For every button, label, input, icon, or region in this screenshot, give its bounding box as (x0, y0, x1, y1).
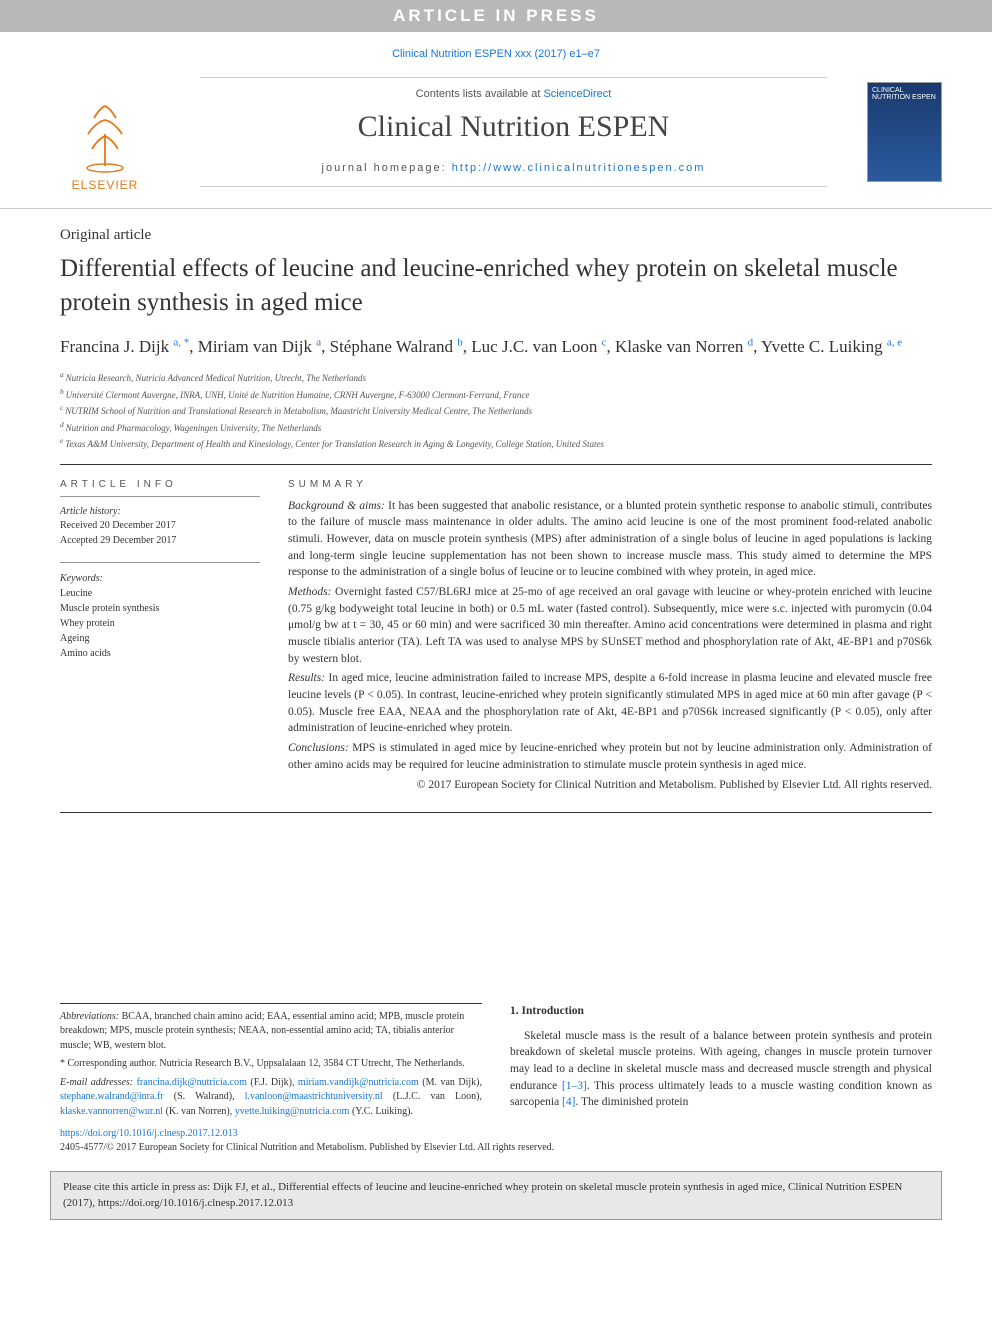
masthead-center: Contents lists available at ScienceDirec… (160, 77, 867, 187)
journal-homepage: journal homepage: http://www.clinicalnut… (200, 162, 827, 187)
received-date: Received 20 December 2017 (60, 519, 260, 534)
author: Miriam van Dijk a (198, 337, 321, 356)
email-link[interactable]: yvette.luiking@nutricia.com (235, 1106, 350, 1117)
authors-list: Francina J. Dijk a, *, Miriam van Dijk a… (60, 334, 932, 360)
homepage-label: journal homepage: (322, 162, 452, 174)
author-aff-sup: d (748, 336, 754, 348)
affiliation: d Nutrition and Pharmacology, Wageningen… (60, 419, 932, 436)
summary-paragraph: Conclusions: MPS is stimulated in aged m… (288, 740, 932, 773)
ref-link-1[interactable]: [1–3] (562, 1080, 587, 1092)
elsevier-text: ELSEVIER (72, 178, 139, 192)
introduction-heading: 1. Introduction (510, 1003, 932, 1020)
keywords-label: Keywords: (60, 571, 260, 586)
contents-available: Contents lists available at ScienceDirec… (200, 77, 827, 100)
sciencedirect-link[interactable]: ScienceDirect (543, 88, 611, 100)
affiliation: a Nutricia Research, Nutricia Advanced M… (60, 369, 932, 386)
author: Stéphane Walrand b (330, 337, 463, 356)
article-info-column: ARTICLE INFO Article history: Received 2… (60, 479, 260, 794)
author: Yvette C. Luiking a, e (761, 337, 902, 356)
keyword: Muscle protein synthesis (60, 601, 260, 616)
summary-heading: SUMMARY (288, 479, 932, 490)
author-aff-sup: a, * (173, 336, 189, 348)
homepage-link[interactable]: http://www.clinicalnutritionespen.com (452, 162, 706, 174)
author-aff-sup: a (316, 336, 321, 348)
accepted-date: Accepted 29 December 2017 (60, 534, 260, 549)
abbreviations: Abbreviations: BCAA, branched chain amin… (60, 1010, 482, 1054)
summary-paragraph: Methods: Overnight fasted C57/BL6RJ mice… (288, 584, 932, 667)
corresponding-author: * Corresponding author. Nutricia Researc… (60, 1057, 482, 1072)
keyword: Leucine (60, 586, 260, 601)
article-in-press-banner: ARTICLE IN PRESS (0, 0, 992, 32)
history-label: Article history: (60, 505, 260, 520)
ref-link-2[interactable]: [4] (562, 1096, 575, 1108)
email-link[interactable]: stephane.walrand@inra.fr (60, 1091, 164, 1102)
masthead: ELSEVIER Contents lists available at Sci… (0, 72, 992, 209)
doi-link[interactable]: https://doi.org/10.1016/j.clnesp.2017.12… (60, 1128, 238, 1139)
introduction-para: Skeletal muscle mass is the result of a … (510, 1028, 932, 1111)
author: Francina J. Dijk a, * (60, 337, 189, 356)
doi-block: https://doi.org/10.1016/j.clnesp.2017.12… (0, 1119, 992, 1161)
elsevier-tree-icon (70, 94, 140, 174)
citation-box: Please cite this article in press as: Di… (50, 1171, 942, 1220)
abbrev-label: Abbreviations: (60, 1011, 119, 1022)
email-link[interactable]: l.vanloon@maastrichtuniversity.nl (245, 1091, 383, 1102)
affiliation: c NUTRIM School of Nutrition and Transla… (60, 402, 932, 419)
keywords-list: LeucineMuscle protein synthesisWhey prot… (60, 586, 260, 661)
journal-cover-thumb[interactable]: CLINICAL NUTRITION ESPEN (867, 82, 942, 182)
keyword: Whey protein (60, 616, 260, 631)
affiliation: e Texas A&M University, Department of He… (60, 435, 932, 452)
email-link[interactable]: klaske.vannorren@wur.nl (60, 1106, 163, 1117)
email-link[interactable]: francina.dijk@nutricia.com (137, 1077, 247, 1088)
affiliations: a Nutricia Research, Nutricia Advanced M… (60, 369, 932, 465)
author: Klaske van Norren d (615, 337, 753, 356)
author-aff-sup: b (457, 336, 463, 348)
journal-reference: Clinical Nutrition ESPEN xxx (2017) e1–e… (0, 32, 992, 72)
email-label: E-mail addresses: (60, 1077, 133, 1088)
abbrev-text: BCAA, branched chain amino acid; EAA, es… (60, 1011, 464, 1051)
keyword: Amino acids (60, 646, 260, 661)
footnotes-column: Abbreviations: BCAA, branched chain amin… (60, 1003, 482, 1120)
publisher-logo[interactable]: ELSEVIER (50, 72, 160, 192)
summary-column: SUMMARY Background & aims: It has been s… (288, 479, 932, 794)
author: Luc J.C. van Loon c (471, 337, 606, 356)
summary-copyright: © 2017 European Society for Clinical Nut… (288, 777, 932, 794)
introduction-column: 1. Introduction Skeletal muscle mass is … (510, 1003, 932, 1120)
journal-title: Clinical Nutrition ESPEN (160, 110, 867, 144)
intro-text-3: . The diminished protein (575, 1096, 688, 1108)
author-aff-sup: a, e (887, 336, 902, 348)
article-type: Original article (60, 227, 932, 244)
contents-text: Contents lists available at (416, 88, 544, 100)
article-title: Differential effects of leucine and leuc… (60, 252, 932, 320)
author-aff-sup: c (602, 336, 607, 348)
summary-paragraph: Background & aims: It has been suggested… (288, 498, 932, 581)
email-link[interactable]: miriam.vandijk@nutricia.com (298, 1077, 419, 1088)
summary-paragraph: Results: In aged mice, leucine administr… (288, 670, 932, 737)
affiliation: b Université Clermont Auvergne, INRA, UN… (60, 386, 932, 403)
article-info-heading: ARTICLE INFO (60, 479, 260, 497)
email-addresses: E-mail addresses: francina.dijk@nutricia… (60, 1076, 482, 1120)
issn-copyright: 2405-4577/© 2017 European Society for Cl… (60, 1141, 932, 1155)
keyword: Ageing (60, 631, 260, 646)
